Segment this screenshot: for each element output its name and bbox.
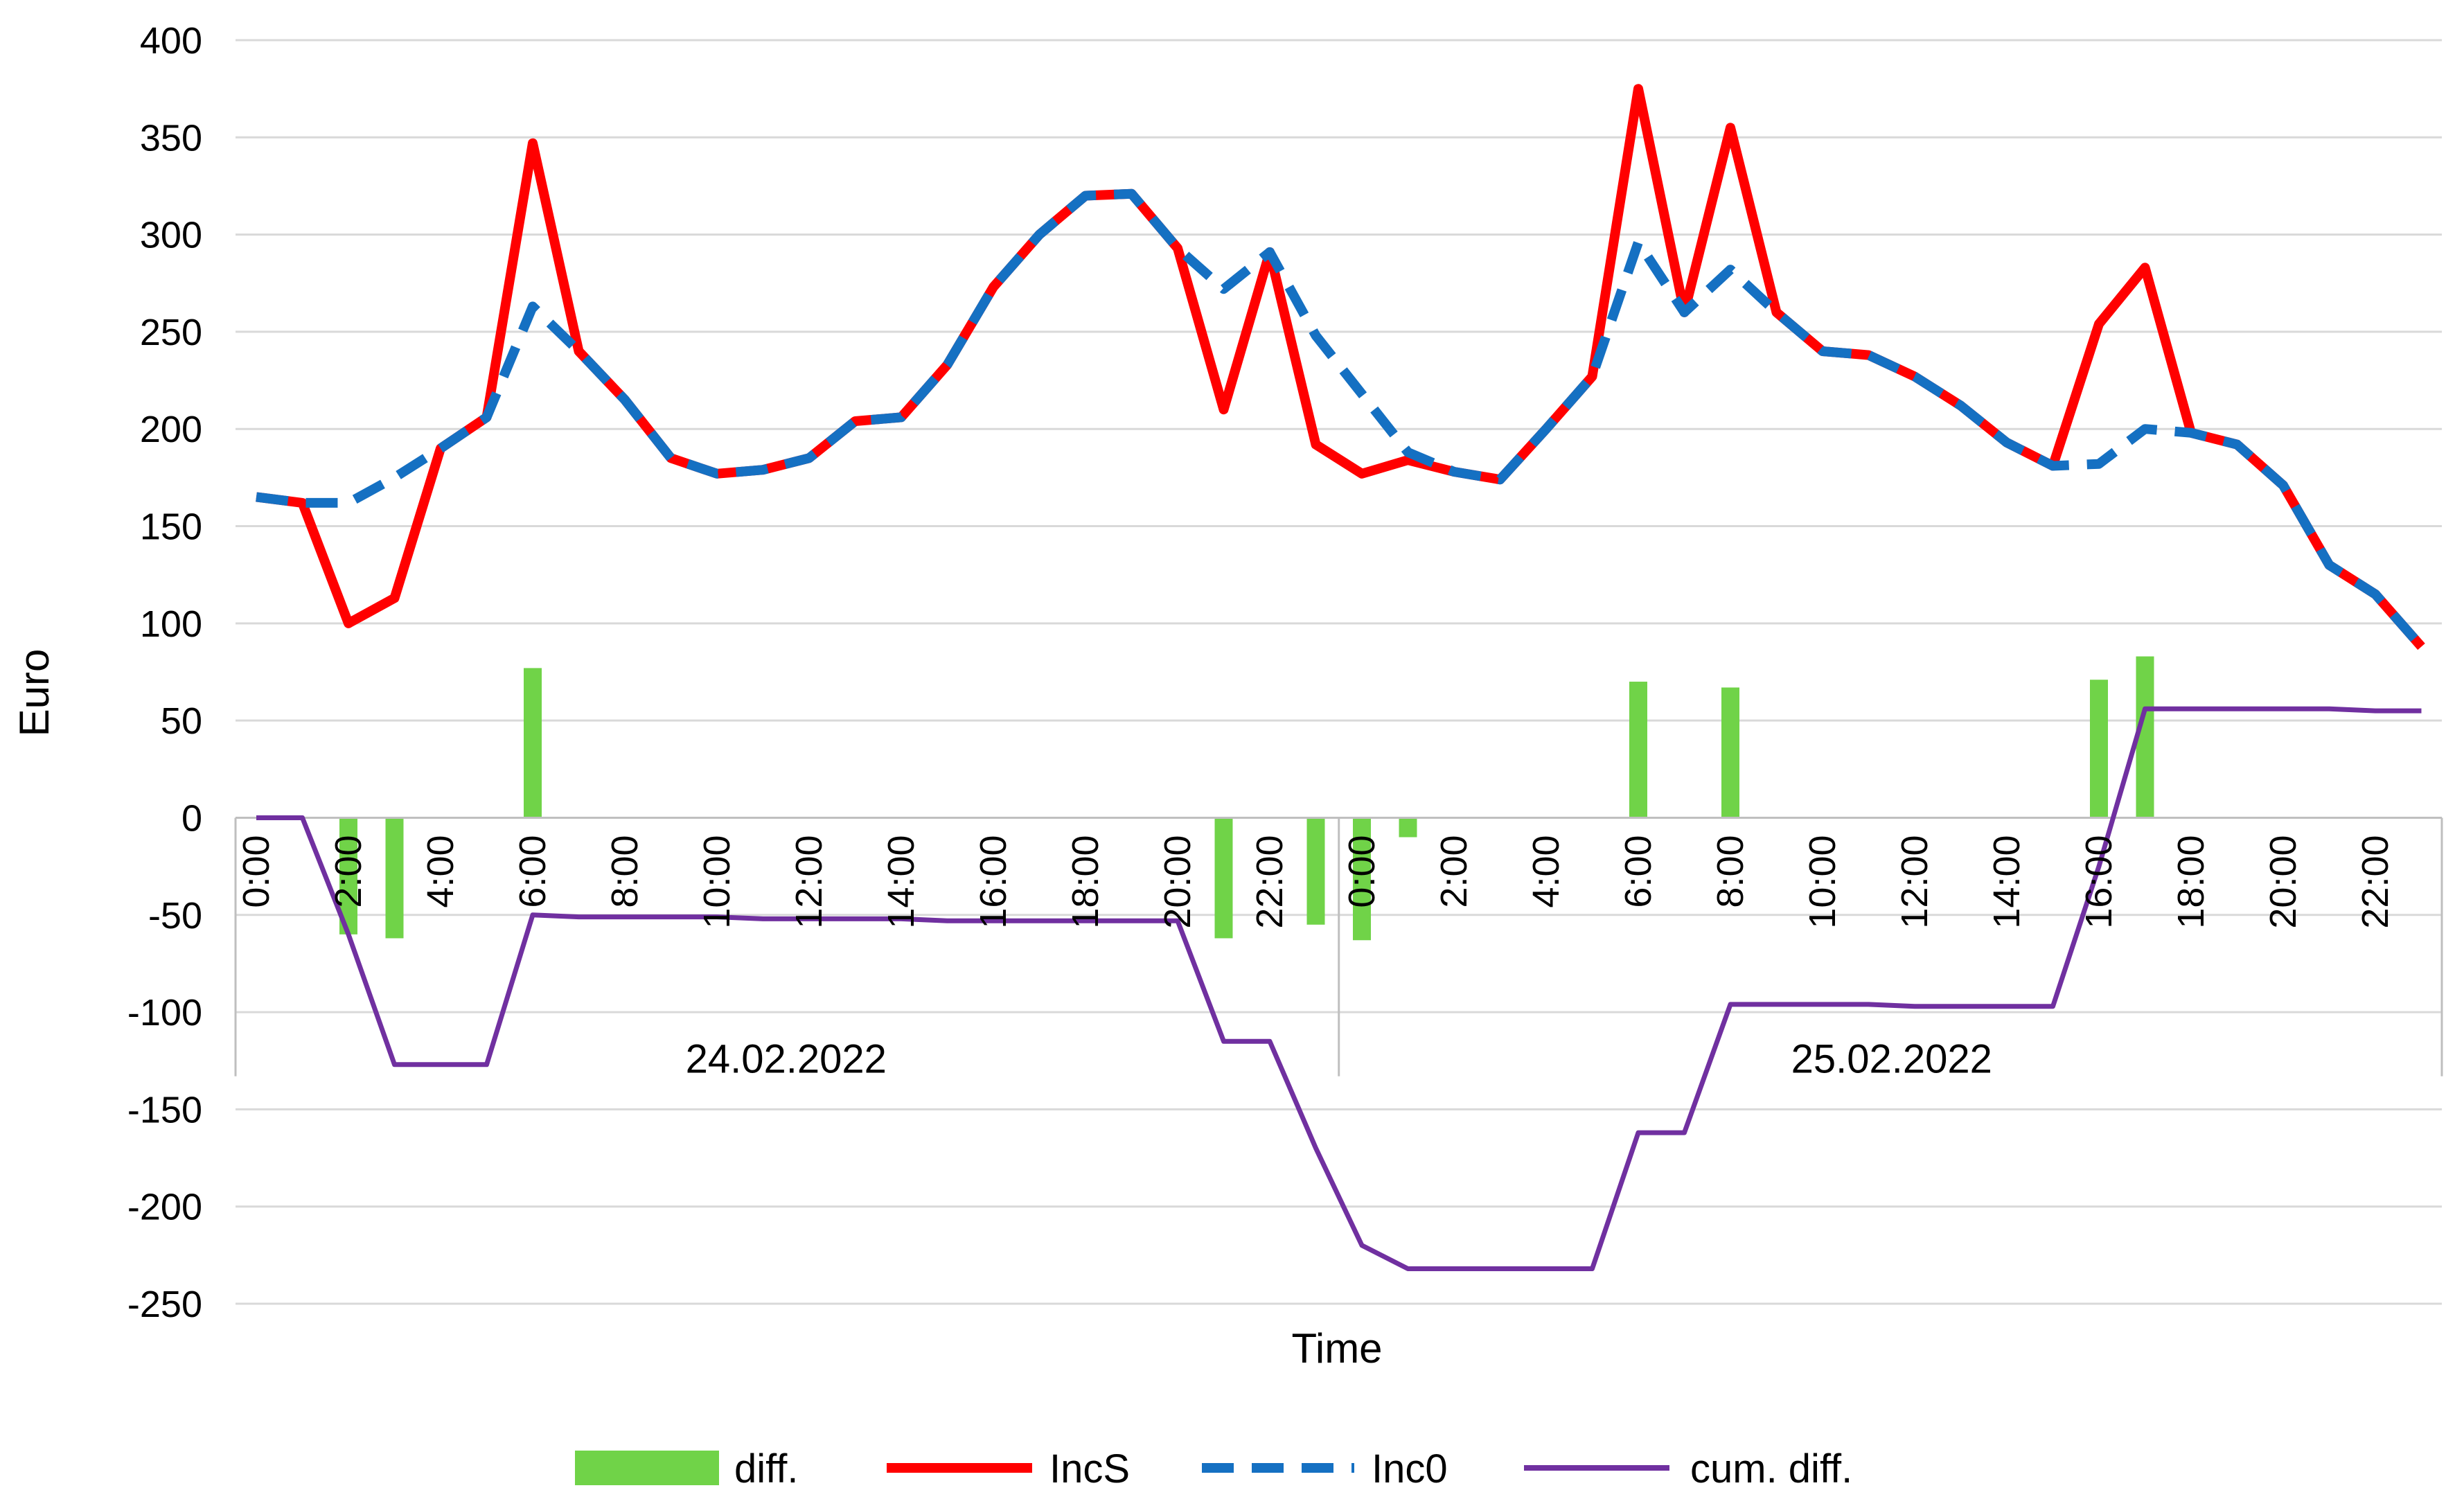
x-tick-label: 20:00	[2262, 835, 2304, 928]
y-tick-label: 0	[181, 797, 202, 839]
legend-label-diff: diff.	[734, 1446, 798, 1491]
x-tick-label: 22:00	[1249, 835, 1291, 928]
x-tick-label: 8:00	[1710, 835, 1751, 907]
diff-bar	[1214, 817, 1233, 939]
gridlines	[236, 39, 2442, 1305]
y-tick-label: 200	[140, 409, 202, 450]
x-tick-label: 10:00	[696, 835, 738, 928]
x-tick-label: 6:00	[512, 835, 553, 907]
diff-bar	[524, 668, 542, 818]
diff-bar	[385, 817, 404, 939]
y-axis-tick-labels: 400 350 300 250 200 150 100 50 0 -50 -100 -150 -200 -…	[127, 20, 202, 1325]
x-axis-tick-labels: 0:00 2:00 4:00 6:00 8:00 10:00 12:00 14:00 16:00…	[236, 835, 2396, 928]
x-axis-title: Time	[1291, 1325, 1382, 1372]
y-tick-label: 150	[140, 506, 202, 548]
diff-bar	[2090, 680, 2108, 818]
y-tick-label: -150	[127, 1089, 202, 1131]
legend-swatch-diff	[575, 1451, 719, 1485]
y-tick-label: 250	[140, 312, 202, 353]
x-tick-label: 16:00	[2078, 835, 2120, 928]
series-line-inc0	[256, 188, 2425, 650]
y-tick-label: 300	[140, 215, 202, 256]
x-tick-label: 18:00	[1065, 835, 1106, 928]
x-tick-label: 18:00	[2170, 835, 2212, 928]
y-tick-label: 350	[140, 117, 202, 159]
y-axis-title: Euro	[11, 649, 57, 737]
x-axis	[234, 816, 2443, 1077]
series-lines	[256, 84, 2425, 1271]
x-tick-label: 4:00	[420, 835, 461, 907]
x-tick-label: 12:00	[788, 835, 830, 928]
y-tick-label: 100	[140, 603, 202, 645]
x-axis-day-labels: 24.02.2022 25.02.2022	[686, 1036, 1992, 1081]
legend: diff. IncS Inc0 cum. diff.	[575, 1446, 1852, 1491]
x-tick-label: 8:00	[604, 835, 646, 907]
diff-bar	[1306, 817, 1325, 925]
x-tick-label: 20:00	[1157, 835, 1198, 928]
x-tick-label: 22:00	[2355, 835, 2396, 928]
y-tick-label: 50	[161, 700, 202, 742]
y-tick-label: -200	[127, 1187, 202, 1228]
x-tick-label: 10:00	[1802, 835, 1843, 928]
diff-bar	[1721, 687, 1739, 818]
diff-bar	[1629, 682, 1647, 818]
y-tick-label: 400	[140, 20, 202, 62]
diff-bars	[339, 656, 2154, 941]
diff-bar	[1399, 817, 1417, 838]
x-tick-label: 0:00	[236, 835, 277, 907]
x-tick-label: 2:00	[328, 835, 369, 907]
x-tick-label: 16:00	[973, 835, 1014, 928]
x-axis-day-label: 25.02.2022	[1791, 1036, 1992, 1081]
legend-label-inc0: Inc0	[1372, 1446, 1448, 1491]
diff-bar	[1353, 817, 1371, 941]
x-tick-label: 12:00	[1894, 835, 1935, 928]
x-tick-label: 0:00	[1341, 835, 1383, 907]
y-tick-label: -50	[148, 895, 202, 937]
series-line-incs	[256, 84, 2425, 650]
y-tick-label: -100	[127, 992, 202, 1034]
x-axis-day-label: 24.02.2022	[686, 1036, 887, 1081]
legend-label-cum-diff: cum. diff.	[1690, 1446, 1852, 1491]
x-tick-label: 6:00	[1617, 835, 1659, 907]
series-line-cum-diff	[256, 706, 2422, 1271]
x-tick-label: 14:00	[1986, 835, 2028, 928]
legend-label-incs: IncS	[1049, 1446, 1130, 1491]
x-tick-label: 14:00	[880, 835, 922, 928]
x-tick-label: 2:00	[1433, 835, 1475, 907]
x-tick-label: 4:00	[1525, 835, 1567, 907]
y-tick-label: -250	[127, 1284, 202, 1325]
